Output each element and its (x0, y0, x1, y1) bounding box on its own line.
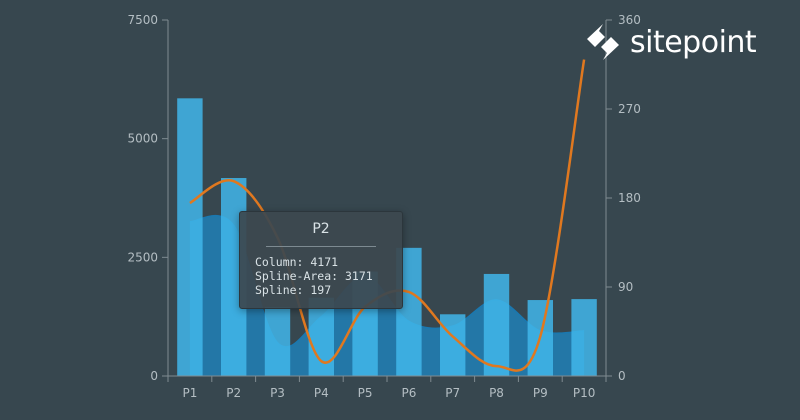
x-tick-label-p2: P2 (226, 386, 241, 400)
x-tick-label-p10: P10 (573, 386, 596, 400)
x-tick-label-p7: P7 (445, 386, 460, 400)
left-tick-label: 0 (150, 369, 158, 383)
x-tick-label-p8: P8 (489, 386, 504, 400)
right-tick-label: 180 (618, 191, 641, 205)
sitepoint-wordmark: sitepoint (630, 24, 757, 60)
right-tick-label: 90 (618, 280, 633, 294)
left-tick-label: 7500 (127, 13, 158, 27)
column-bar-p10 (571, 299, 597, 376)
tooltip-divider (266, 246, 376, 247)
x-tick-label-p3: P3 (270, 386, 285, 400)
bar-layer (177, 98, 597, 376)
right-tick-label: 0 (618, 369, 626, 383)
x-tick-label-p5: P5 (358, 386, 373, 400)
right-tick-label: 270 (618, 102, 641, 116)
column-bar-p8 (483, 273, 510, 376)
tooltip-line-spline: Spline: 197 (255, 283, 332, 297)
left-tick-label: 5000 (127, 132, 158, 146)
tooltip-line-spline-area: Spline-Area: 3171 (255, 269, 373, 283)
right-tick-label: 360 (618, 13, 641, 27)
x-tick-label-p9: P9 (533, 386, 548, 400)
chart-tooltip: P2 Column: 4171 Spline-Area: 3171 Spline… (239, 211, 403, 309)
column-bar-p4 (308, 297, 335, 376)
left-tick-label: 2500 (127, 250, 158, 264)
column-bar-p1 (177, 98, 203, 376)
column-bar-p3 (264, 307, 291, 376)
x-tick-label-p1: P1 (182, 386, 197, 400)
x-tick-label-p6: P6 (401, 386, 416, 400)
tooltip-line-column: Column: 4171 (255, 255, 339, 269)
tooltip-title: P2 (312, 221, 330, 237)
axis-layer: 0 2500 5000 7500 0 90 180 270 360 P1 P2 P3 P4 P5 P6 P7 P… (127, 13, 640, 400)
x-tick-label-p4: P4 (314, 386, 329, 400)
sitepoint-logo-icon (587, 24, 619, 60)
sitepoint-logo[interactable]: sitepoint (584, 22, 757, 62)
